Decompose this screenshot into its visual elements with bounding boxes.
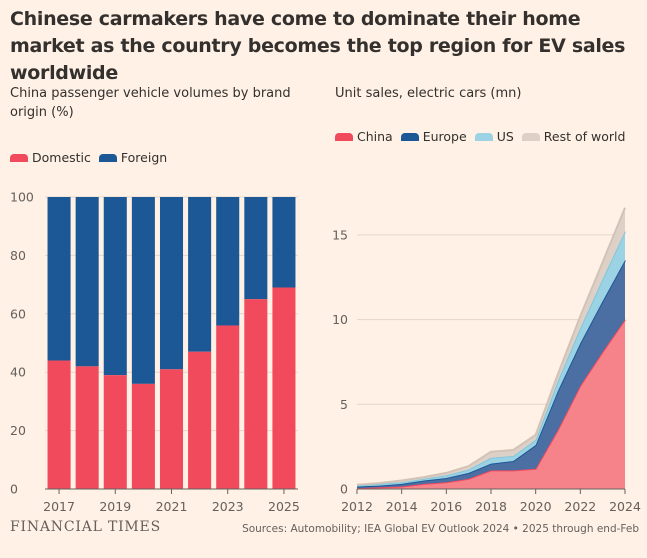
legend-label-europe: Europe [422,129,467,144]
area-x-tick-label: 2016 [430,499,462,514]
bar-domestic-2022 [188,351,212,489]
bar-y-tick-label: 0 [10,482,18,497]
area-y-tick-label: 5 [340,397,348,412]
bar-x-tick-label: 2021 [156,499,188,514]
legend-item-europe: Europe [400,129,467,144]
area-x-tick-label: 2012 [341,499,373,514]
bar-foreign-2018 [75,197,99,367]
bar-y-tick-label: 100 [10,190,34,205]
bar-x-tick-label: 2017 [43,499,75,514]
bar-foreign-2019 [103,197,127,376]
bar-y-tick-label: 20 [10,423,26,438]
area-x-tick-label: 2022 [564,499,596,514]
bar-domestic-2019 [103,375,127,489]
chart-headline: Chinese carmakers have come to dominate … [10,8,626,84]
area-y-tick-label: 0 [340,482,348,497]
bar-y-tick-label: 40 [10,365,26,380]
legend-item-rest-of-world: Rest of world [521,129,626,144]
area-series-rest-of-world [357,207,625,486]
area-x-tick-label: 2024 [609,499,641,514]
legend-swatch-foreign [98,153,117,162]
area-chart-legend: China Europe US Rest of world [335,129,633,144]
legend-item-us: US [474,129,514,144]
area-x-tick-label: 2014 [386,499,418,514]
area-series-china [357,319,625,489]
bar-domestic-2024 [244,299,268,489]
area-y-tick-label: 15 [332,227,348,242]
legend-item-domestic: Domestic [10,150,91,165]
bar-domestic-2025 [272,287,296,489]
bar-domestic-2018 [75,366,99,489]
area-x-tick-label: 2020 [520,499,552,514]
bar-foreign-2020 [131,197,155,384]
bar-foreign-2017 [47,197,71,361]
legend-swatch-china [335,132,353,141]
area-line-rest-of-world [356,207,626,486]
source-note: Sources: Automobility; IEA Global EV Out… [242,523,639,535]
legend-label-foreign: Foreign [120,150,168,165]
legend-item-foreign: Foreign [98,150,168,165]
bar-domestic-2023 [216,325,240,489]
bar-y-tick-label: 60 [10,306,26,321]
legend-label-us: US [496,129,514,144]
legend-label-domestic: Domestic [32,150,91,165]
area-x-tick-label: 2018 [475,499,507,514]
legend-swatch-domestic [10,153,28,162]
bar-foreign-2025 [272,197,296,288]
area-chart-subtitle: Unit sales, electric cars (mn) [335,86,522,101]
bar-domestic-2017 [47,360,71,489]
bar-domestic-2021 [159,369,184,489]
legend-swatch-europe [400,132,419,141]
bar-chart-subtitle: China passenger vehicle volumes by brand… [10,86,291,120]
bar-foreign-2024 [244,197,268,300]
legend-label-rest-of-world: Rest of world [543,129,626,144]
area-series-us [357,231,625,487]
ft-logo: FINANCIAL TIMES [10,519,161,535]
legend-item-china: China [335,129,393,144]
area-series-europe [357,260,625,489]
bar-foreign-2022 [188,197,212,352]
bar-foreign-2023 [216,197,240,326]
legend-label-china: China [357,129,393,144]
bar-chart-legend: Domestic Foreign [10,150,175,165]
bar-x-tick-label: 2019 [99,499,131,514]
bar-foreign-2021 [159,197,184,370]
area-y-tick-label: 10 [332,312,348,327]
legend-swatch-us [474,132,493,141]
bar-y-tick-label: 80 [10,248,26,263]
bar-x-tick-label: 2025 [268,499,300,514]
legend-swatch-rest-of-world [521,132,540,141]
bar-domestic-2020 [131,383,155,489]
bar-x-tick-label: 2023 [212,499,244,514]
